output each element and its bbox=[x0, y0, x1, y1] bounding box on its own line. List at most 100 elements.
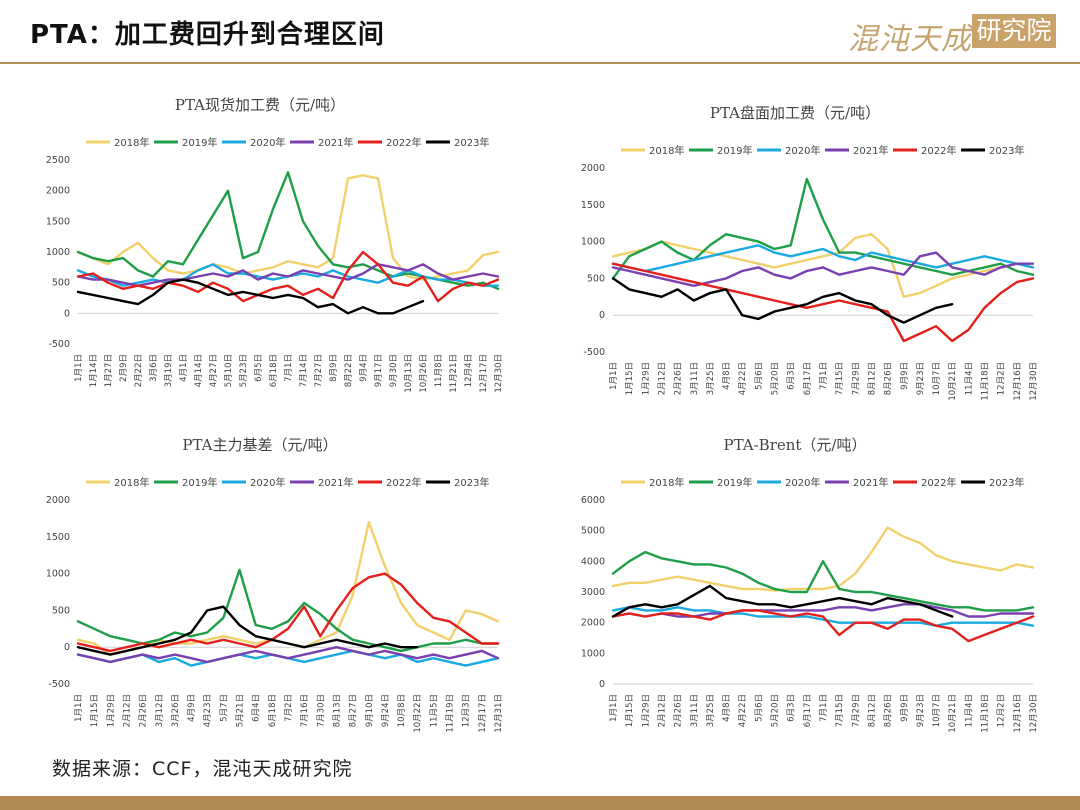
series-line bbox=[611, 244, 1035, 273]
x-tick-label: 12月2日 bbox=[997, 362, 1007, 395]
x-tick-label: 1月15日 bbox=[625, 362, 635, 395]
x-tick-label: 3月12日 bbox=[155, 694, 165, 727]
x-tick-label: 10月21日 bbox=[948, 362, 958, 401]
page-title: PTA：加工费回升到合理区间 bbox=[30, 20, 385, 50]
x-tick-label: 6月5日 bbox=[254, 354, 264, 382]
chart-title: PTA盘面加工费（元/吨） bbox=[710, 104, 880, 122]
x-tick-label: 7月27日 bbox=[314, 354, 324, 387]
y-tick-label: 2000 bbox=[46, 495, 70, 506]
x-tick-label: 3月6日 bbox=[149, 354, 159, 382]
x-tick-label: 3月19日 bbox=[164, 354, 174, 387]
x-tick-label: 7月29日 bbox=[851, 362, 861, 395]
x-tick-label: 5月21日 bbox=[236, 694, 246, 727]
x-tick-label: 9月17日 bbox=[374, 354, 384, 387]
y-tick-label: 2000 bbox=[581, 163, 605, 174]
x-tick-label: 10月8日 bbox=[397, 694, 407, 727]
chart-main-basis: PTA主力基差（元/吨） 2018年 2019年 2020年 2021年 2022年 202… bbox=[20, 428, 520, 748]
x-tick-label: 7月15日 bbox=[835, 362, 845, 395]
x-tick-label: 3月26日 bbox=[171, 694, 181, 727]
series-line bbox=[611, 277, 954, 324]
x-tick-label: 6月4日 bbox=[252, 694, 262, 722]
series-line bbox=[76, 263, 500, 287]
series-line bbox=[76, 605, 419, 656]
x-tick-label: 2月26日 bbox=[674, 694, 684, 727]
x-tick-label: 4月23日 bbox=[203, 694, 213, 727]
x-tick-label: 9月4日 bbox=[359, 354, 369, 382]
legend-label: 2019年 bbox=[182, 476, 217, 489]
x-tick-label: 10月21日 bbox=[948, 694, 958, 733]
x-tick-label: 9月23日 bbox=[916, 362, 926, 395]
x-tick-label: 4月8日 bbox=[722, 362, 732, 390]
x-tick-label: 3月11日 bbox=[690, 362, 700, 395]
chart-title: PTA-Brent（元/吨） bbox=[724, 436, 867, 454]
x-tick-label: 4月14日 bbox=[194, 354, 204, 387]
x-tick-label: 6月3日 bbox=[787, 362, 797, 390]
legend-label: 2020年 bbox=[250, 476, 285, 489]
legend-label: 2022年 bbox=[386, 136, 421, 149]
x-tick-label: 7月15日 bbox=[835, 694, 845, 727]
legend-label: 2019年 bbox=[717, 476, 752, 489]
x-tick-label: 11月4日 bbox=[964, 694, 974, 727]
logo: 混沌天成 研究院 bbox=[848, 12, 1056, 57]
x-tick-label: 10月13日 bbox=[404, 354, 414, 393]
chart-pta-brent: PTA-Brent（元/吨） 2018年 2019年 2020年 2021年 2022年 2… bbox=[555, 428, 1055, 748]
x-tick-label: 12月4日 bbox=[464, 354, 474, 387]
y-tick-label: 3000 bbox=[581, 587, 605, 598]
y-tick-label: -500 bbox=[583, 347, 605, 358]
y-tick-label: 2000 bbox=[581, 618, 605, 629]
x-tick-label: 8月26日 bbox=[884, 362, 894, 395]
chart-futures-processing-fee: PTA盘面加工费（元/吨） 2018年 2019年 2020年 2021年 2022年 20… bbox=[555, 96, 1055, 416]
x-tick-label: 12月17日 bbox=[478, 694, 488, 733]
x-tick-label: 12月31日 bbox=[494, 694, 504, 733]
x-tick-label: 10月26日 bbox=[419, 354, 429, 393]
x-tick-label: 2月26日 bbox=[139, 694, 149, 727]
x-tick-label: 11月4日 bbox=[964, 362, 974, 395]
x-tick-label: 11月5日 bbox=[429, 694, 439, 727]
x-tick-label: 2月12日 bbox=[122, 694, 132, 727]
x-tick-label: 6月17日 bbox=[803, 694, 813, 727]
y-tick-label: -500 bbox=[48, 339, 70, 350]
x-tick-label: 6月3日 bbox=[787, 694, 797, 722]
x-tick-label: 11月19日 bbox=[446, 694, 456, 733]
x-tick-label: 12月16日 bbox=[1013, 362, 1023, 401]
legend-label: 2018年 bbox=[649, 144, 684, 157]
series-line bbox=[76, 174, 500, 281]
x-tick-label: 1月29日 bbox=[641, 694, 651, 727]
series-line bbox=[76, 646, 500, 664]
x-tick-label: 9月10日 bbox=[365, 694, 375, 727]
legend-label: 2020年 bbox=[250, 136, 285, 149]
x-tick-label: 8月22日 bbox=[344, 354, 354, 387]
legend-label: 2021年 bbox=[853, 476, 888, 489]
chart-title: PTA现货加工费（元/吨） bbox=[175, 96, 345, 114]
series-line bbox=[611, 262, 1035, 343]
legend-label: 2018年 bbox=[114, 476, 149, 489]
legend-label: 2019年 bbox=[182, 136, 217, 149]
x-tick-label: 2月22日 bbox=[134, 354, 144, 387]
x-tick-label: 9月24日 bbox=[381, 694, 391, 727]
series-line bbox=[611, 251, 1035, 287]
source-note: 数据来源：CCF，混沌天成研究院 bbox=[52, 758, 353, 780]
x-tick-label: 2月12日 bbox=[657, 362, 667, 395]
x-tick-label: 4月22日 bbox=[738, 362, 748, 395]
x-tick-label: 4月1日 bbox=[179, 354, 189, 382]
x-tick-label: 9月23日 bbox=[916, 694, 926, 727]
series-line bbox=[76, 250, 500, 303]
y-tick-label: 1500 bbox=[46, 216, 70, 227]
chart-title: PTA主力基差（元/吨） bbox=[182, 436, 337, 454]
x-tick-label: 12月3日 bbox=[462, 694, 472, 727]
x-tick-label: 1月1日 bbox=[74, 354, 84, 382]
legend-label: 2020年 bbox=[785, 476, 820, 489]
legend-label: 2021年 bbox=[853, 144, 888, 157]
x-tick-label: 5月20日 bbox=[771, 694, 781, 727]
x-tick-label: 9月9日 bbox=[900, 694, 910, 722]
legend-label: 2023年 bbox=[989, 144, 1024, 157]
x-tick-label: 1月15日 bbox=[90, 694, 100, 727]
y-tick-label: 6000 bbox=[581, 495, 605, 506]
x-tick-label: 5月10日 bbox=[224, 354, 234, 387]
x-tick-label: 12月16日 bbox=[1013, 694, 1023, 733]
x-tick-label: 4月9日 bbox=[187, 694, 197, 722]
chart-spot-processing-fee: PTA现货加工费（元/吨） 2018年 2019年 2020年 2021年 2022年 20… bbox=[20, 88, 520, 408]
series-line bbox=[611, 233, 1035, 298]
x-tick-label: 8月26日 bbox=[884, 694, 894, 727]
series-line bbox=[76, 572, 500, 653]
